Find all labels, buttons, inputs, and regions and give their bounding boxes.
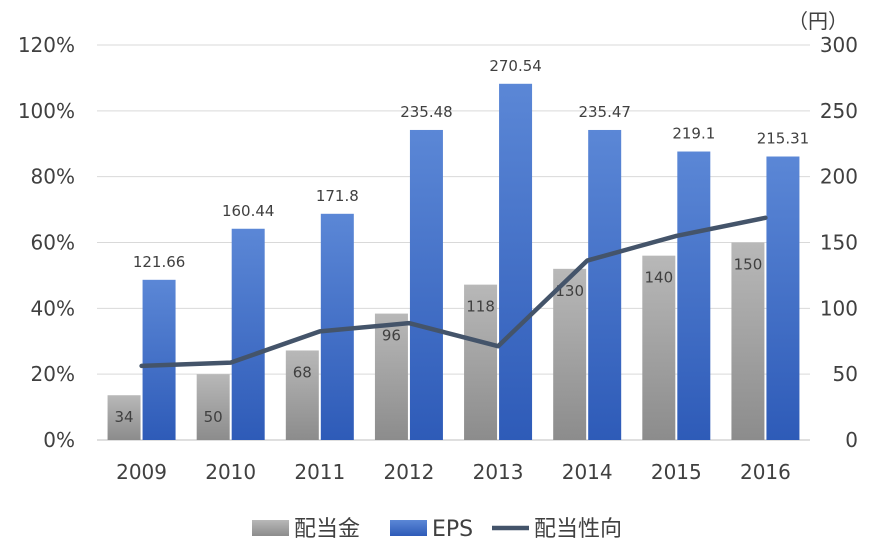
legend: 配当金 EPS 配当性向 [252, 517, 622, 542]
left-tick-label: 100% [18, 99, 75, 123]
x-tick-label: 2016 [740, 460, 791, 484]
x-tick-label: 2012 [383, 460, 434, 484]
eps-data-label: 121.66 [133, 253, 186, 271]
dividend-data-label: 150 [734, 256, 763, 274]
eps-data-label: 270.54 [489, 57, 542, 75]
eps-data-label: 171.8 [316, 187, 359, 205]
payout-ratio-line [139, 215, 768, 369]
dividend-data-label: 50 [204, 408, 223, 426]
x-tick-label: 2011 [294, 460, 345, 484]
left-tick-label: 60% [31, 231, 75, 255]
legend-swatch-dividend [252, 520, 289, 536]
left-tick-label: 0% [43, 428, 75, 452]
right-tick-label: 100 [820, 296, 858, 320]
eps-bar [499, 83, 533, 440]
right-tick-label: 250 [820, 99, 858, 123]
legend-label-eps: EPS [432, 517, 473, 542]
x-tick-label: 2015 [651, 460, 702, 484]
left-tick-label: 120% [18, 33, 75, 57]
right-tick-label: 300 [820, 33, 858, 57]
right-tick-label: 200 [820, 165, 858, 189]
x-axis: 2009 2010 2011 2012 2013 2014 2015 2016 [116, 460, 791, 484]
x-tick-label: 2010 [205, 460, 256, 484]
dividend-bar [642, 255, 676, 440]
x-tick-label: 2014 [562, 460, 613, 484]
dividend-data-label: 96 [382, 327, 401, 345]
dividend-bar [731, 242, 765, 440]
right-tick-label: 150 [820, 231, 858, 255]
left-tick-label: 20% [31, 362, 75, 386]
left-tick-label: 80% [31, 165, 75, 189]
left-axis: 0% 20% 40% 60% 80% 100% 120% [18, 33, 75, 452]
left-tick-label: 40% [31, 296, 75, 320]
payout-ratio-series-line [139, 215, 768, 369]
legend-label-payout: 配当性向 [534, 517, 622, 542]
eps-data-label: 215.31 [757, 130, 810, 148]
eps-data-label: 160.44 [222, 202, 275, 220]
dividend-bar [374, 313, 408, 440]
eps-bar [588, 129, 622, 441]
dividend-data-label: 34 [115, 408, 134, 426]
eps-bar [677, 151, 711, 441]
dividend-data-label: 118 [466, 298, 495, 316]
dividend-bar [196, 374, 230, 440]
right-tick-label: 0 [845, 428, 858, 452]
eps-bar [766, 156, 800, 441]
right-axis: 0 50 100 150 200 250 300 [820, 33, 858, 452]
bar-data-labels: 34 506896118130140150121.66160.44171.8235… [115, 57, 810, 426]
dividend-data-label: 140 [644, 269, 673, 287]
dividend-data-label: 68 [293, 363, 312, 381]
dividend-bar [553, 268, 587, 440]
eps-data-label: 235.47 [578, 103, 631, 121]
dividend-bar [464, 284, 498, 440]
eps-bar [231, 228, 265, 440]
eps-bar [409, 129, 443, 440]
eps-bar [142, 279, 176, 440]
eps-data-label: 235.48 [400, 103, 453, 121]
x-tick-label: 2009 [116, 460, 167, 484]
dividend-bar [285, 350, 319, 440]
legend-label-dividend: 配当金 [294, 517, 360, 542]
bars [107, 83, 800, 441]
right-axis-unit: （円） [788, 9, 848, 33]
dividend-bar [107, 395, 141, 440]
x-tick-label: 2013 [473, 460, 524, 484]
eps-data-label: 219.1 [672, 125, 715, 143]
right-tick-label: 50 [833, 362, 858, 386]
legend-swatch-eps [390, 520, 427, 536]
